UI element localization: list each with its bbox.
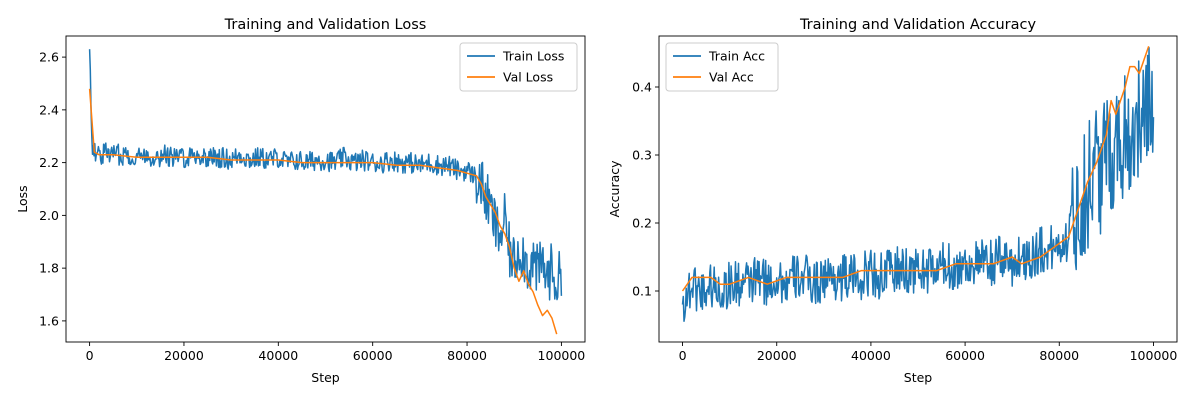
accuracy-y-tick-label: 0.4 [632, 80, 652, 95]
accuracy-chart: Training and Validation Accuracy Step Ac… [607, 17, 1178, 385]
loss-y-tick-label: 2.6 [39, 50, 59, 65]
accuracy-axes-frame [658, 35, 1178, 343]
loss-y-tick-label: 2.4 [39, 102, 59, 117]
accuracy-x-tick-label: 0 [679, 348, 687, 363]
accuracy-val-acc-line [681, 45, 1150, 292]
loss-chart: Training and Validation Loss Step Loss 0… [15, 17, 586, 385]
loss-y-tick-label: 1.8 [39, 261, 59, 276]
accuracy-x-tick-label: 80000 [1039, 348, 1079, 363]
accuracy-x-tick-label: 100000 [1130, 348, 1178, 363]
accuracy-x-tick-label: 40000 [851, 348, 891, 363]
loss-chart-title: Training and Validation Loss [224, 17, 427, 33]
loss-chart-y-label: Loss [15, 185, 30, 212]
loss-train-loss-line [88, 49, 563, 301]
accuracy-legend: Train Acc Val Acc [665, 42, 779, 92]
loss-legend-box [459, 42, 578, 92]
loss-val-loss-line [88, 88, 558, 335]
accuracy-legend-box [665, 42, 779, 92]
loss-x-tick-label: 40000 [258, 348, 298, 363]
accuracy-chart-y-label: Accuracy [607, 160, 622, 218]
accuracy-legend-label: Val Acc [709, 70, 754, 85]
loss-chart-x-label: Step [311, 370, 340, 385]
accuracy-x-tick-label: 60000 [945, 348, 985, 363]
accuracy-x-tick-label: 20000 [757, 348, 797, 363]
accuracy-chart-title: Training and Validation Accuracy [799, 17, 1037, 33]
loss-x-tick-label: 80000 [447, 348, 487, 363]
loss-x-tick-label: 0 [86, 348, 94, 363]
loss-y-tick-label: 2.2 [39, 155, 59, 170]
accuracy-y-tick-label: 0.2 [632, 216, 652, 231]
accuracy-y-tick-label: 0.3 [632, 148, 652, 163]
loss-axes-frame [65, 35, 586, 343]
loss-legend: Train Loss Val Loss [459, 42, 578, 92]
accuracy-train-acc-line [681, 46, 1155, 322]
loss-y-tick-label: 1.6 [39, 313, 59, 328]
loss-x-tick-label: 60000 [353, 348, 393, 363]
loss-x-tick-label: 100000 [538, 348, 586, 363]
accuracy-legend-label: Train Acc [708, 49, 765, 64]
accuracy-chart-x-label: Step [904, 370, 933, 385]
loss-x-tick-label: 20000 [164, 348, 204, 363]
loss-y-tick-label: 2.0 [39, 208, 59, 223]
loss-legend-label: Val Loss [503, 70, 553, 85]
loss-legend-label: Train Loss [502, 49, 564, 64]
accuracy-y-tick-label: 0.1 [632, 284, 652, 299]
